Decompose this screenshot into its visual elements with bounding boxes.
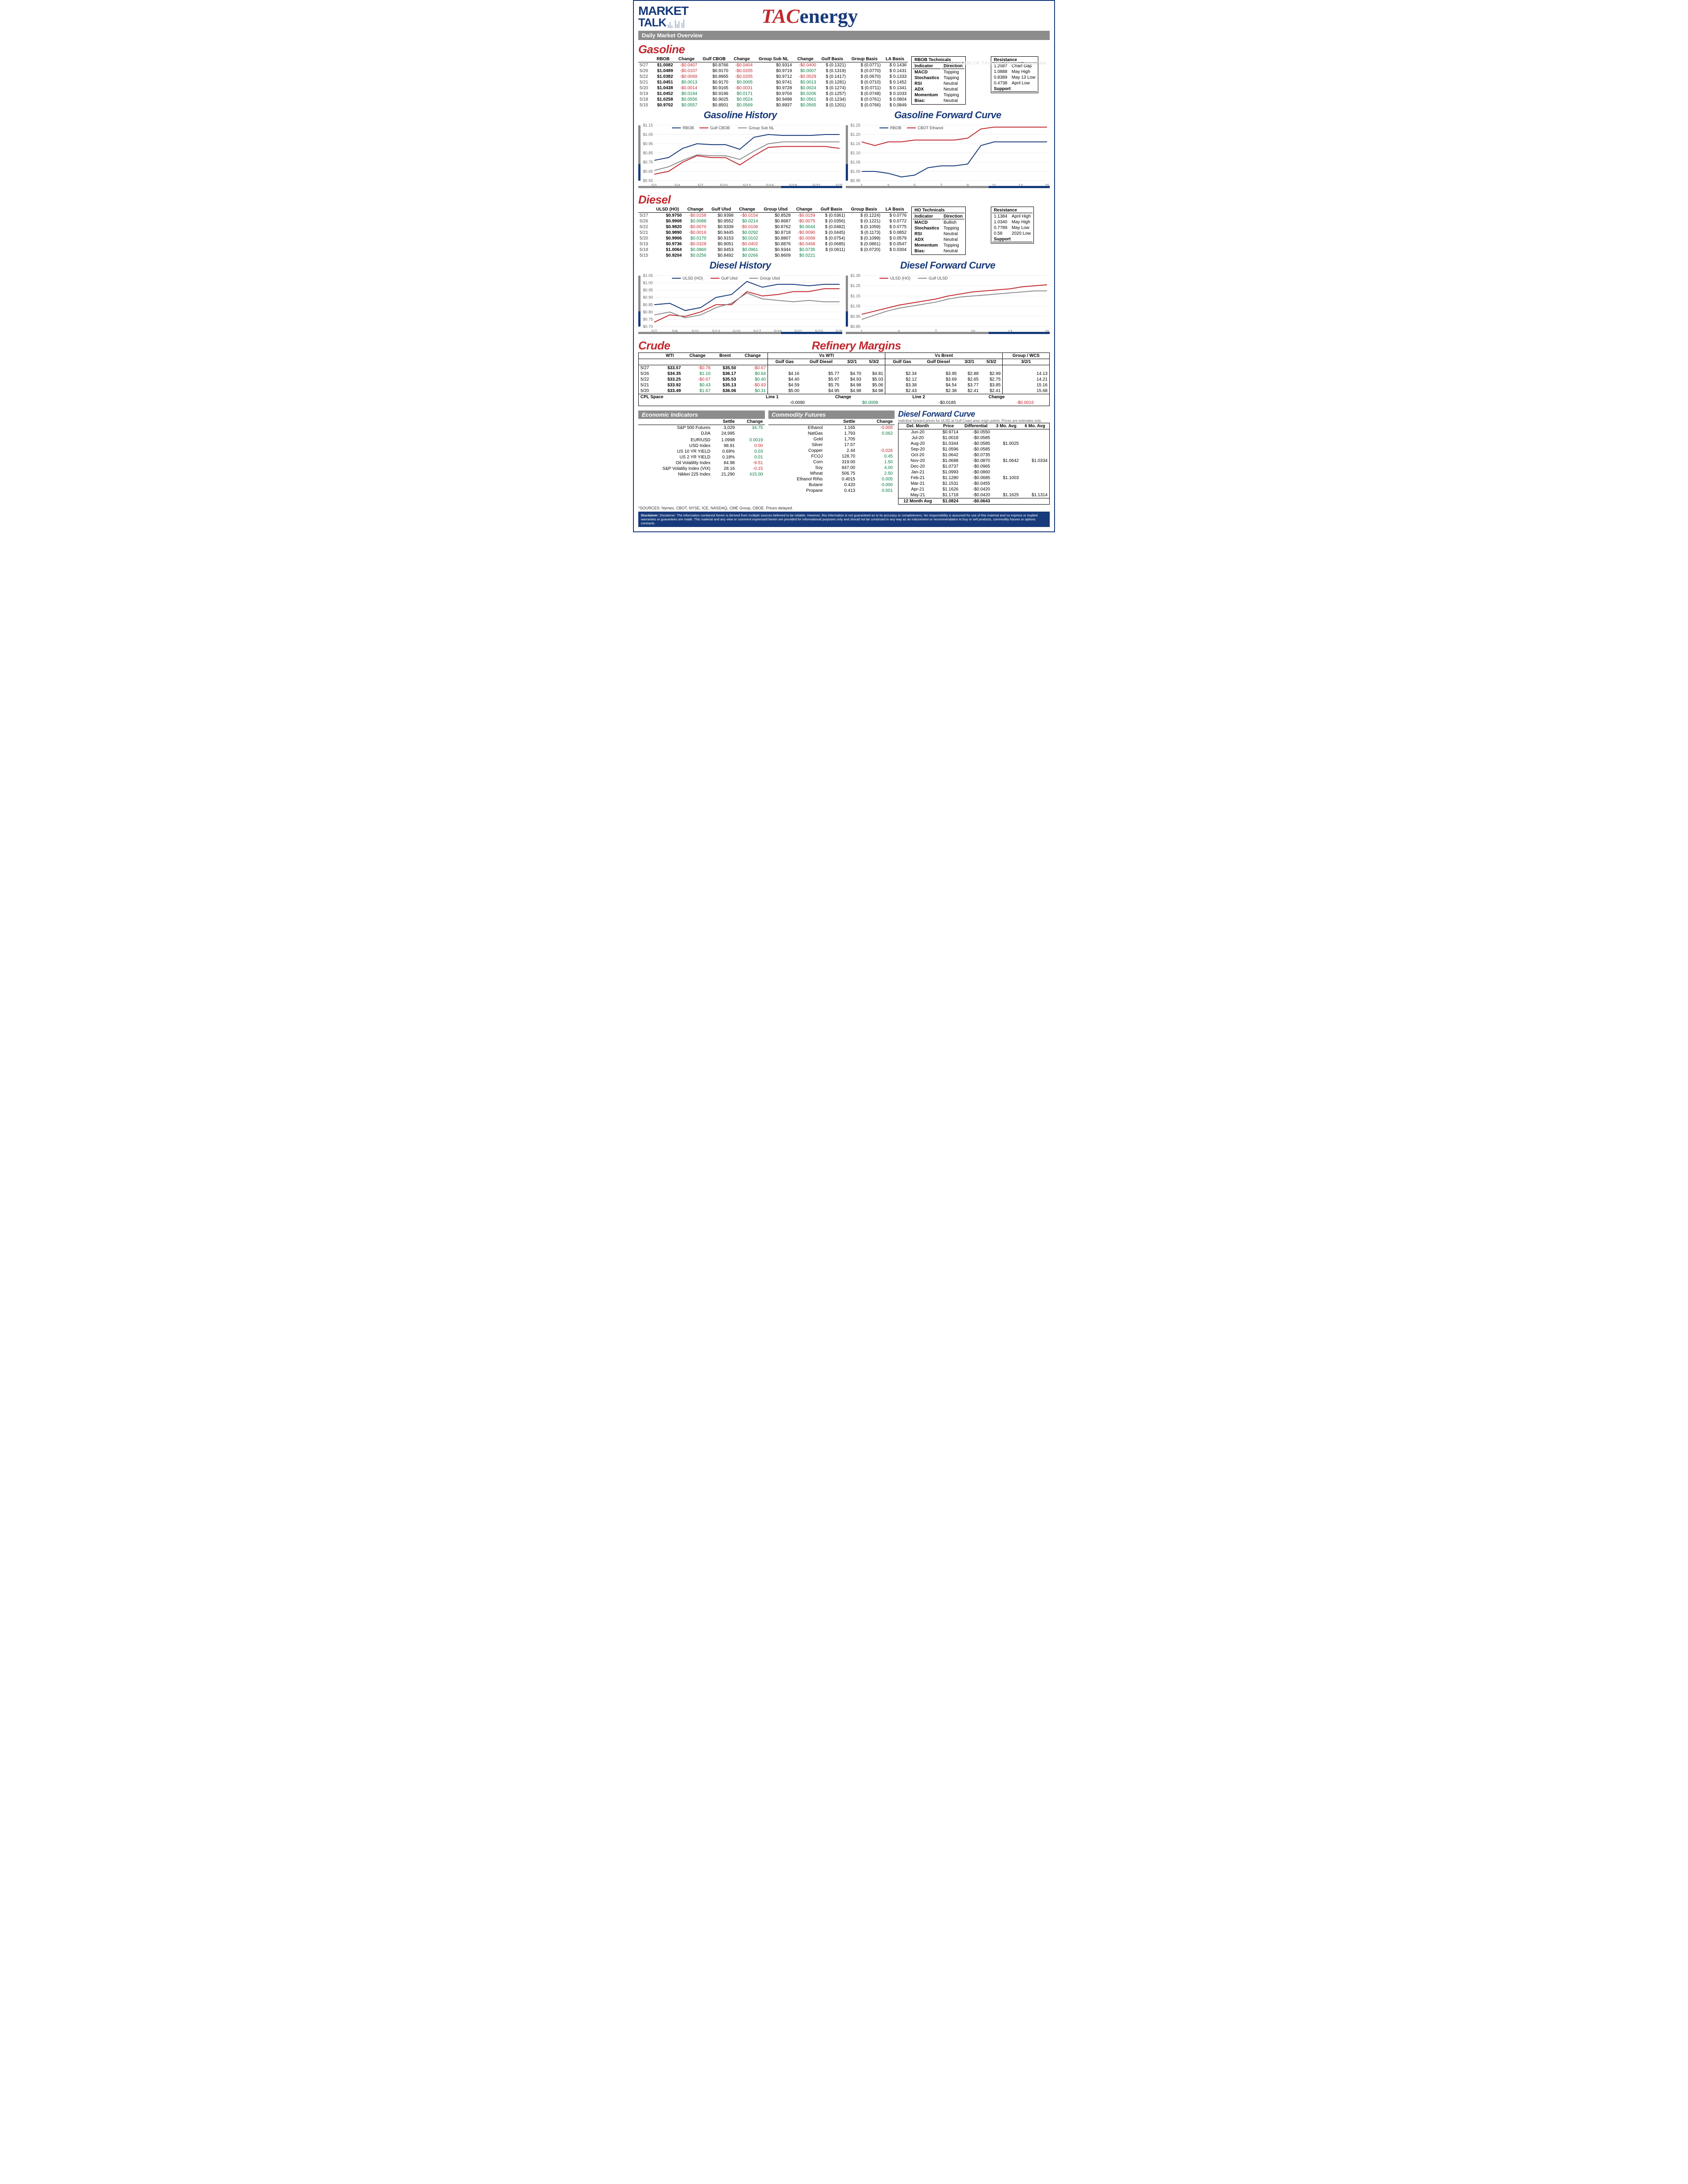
svg-text:$0.85: $0.85 — [851, 324, 861, 329]
logo-talk: TALK — [638, 16, 666, 29]
dfc2-note: Indicitive forward prices for ULSD at Gu… — [898, 419, 1050, 423]
svg-text:$0.65: $0.65 — [643, 169, 653, 174]
gas-fwd-chart: $0.95$1.00$1.05$1.10$1.15$1.20$1.2513579… — [846, 121, 1050, 192]
svg-text:CBOT Ethanol: CBOT Ethanol — [917, 126, 943, 130]
tac-logo: TACenergy — [761, 4, 858, 28]
svg-text:$0.75: $0.75 — [643, 160, 653, 164]
sources: *SOURCES: Nymex, CBOT, NYSE, ICE, NASDAQ… — [638, 506, 1050, 510]
svg-text:$1.15: $1.15 — [851, 294, 861, 298]
refm-title: Refinery Margins — [812, 339, 1050, 352]
svg-text:$0.70: $0.70 — [643, 324, 653, 329]
dsl-history-title: Diesel History — [638, 260, 842, 271]
diesel-row: ULSD (HO)ChangeGulf UlsdChangeGroup Ulsd… — [638, 207, 1050, 258]
header: MARKET TALK TACenergy Daily Market Overv… — [638, 3, 1050, 41]
svg-text:$0.95: $0.95 — [643, 288, 653, 292]
tac-red: TAC — [761, 5, 800, 27]
svg-text:Group Ulsd: Group Ulsd — [760, 276, 780, 280]
daily-market-overview-bar: Daily Market Overview A DIVISION OF TAC … — [638, 31, 1050, 40]
comf-table: SettleChange Ethanol1.165-0.005NatGas1.7… — [768, 419, 895, 494]
svg-text:RBOB: RBOB — [683, 126, 694, 130]
cpl-table: CPL Space Line 1 Change Line 2 Change -0… — [638, 394, 1050, 406]
division-text: A DIVISION OF TAC The Arnold Companies — [946, 61, 1046, 66]
dsl-history-chart: $0.70 $0.75 $0.80 $0.85 $0.90 $0.95 $1.00 $1.05… — [638, 271, 842, 338]
svg-text:$1.20: $1.20 — [851, 132, 861, 137]
gas-history-chart: $0.55$0.65$0.75$0.85$0.95$1.05$1.155/15/… — [638, 121, 842, 192]
gas-history-title: Gasoline History — [638, 109, 842, 121]
diesel-table: ULSD (HO)ChangeGulf UlsdChangeGroup Ulsd… — [638, 207, 908, 258]
svg-text:$1.25: $1.25 — [851, 283, 861, 288]
tac-blue: energy — [800, 5, 858, 27]
svg-text:$0.55: $0.55 — [643, 178, 653, 183]
ho-resistance: Resistance 1.1384April High1.0340May Hig… — [991, 207, 1034, 243]
svg-text:$0.75: $0.75 — [643, 317, 653, 321]
svg-text:$0.80: $0.80 — [643, 310, 653, 314]
svg-text:$1.05: $1.05 — [851, 304, 861, 309]
crude-ref-titles: Crude Refinery Margins — [638, 338, 1050, 352]
svg-text:Gulf Ulsd: Gulf Ulsd — [721, 276, 738, 280]
svg-text:$0.95: $0.95 — [851, 314, 861, 319]
gasoline-title: Gasoline — [638, 43, 1050, 56]
comf-header: Commodity Futures — [768, 411, 895, 419]
svg-text:$1.15: $1.15 — [851, 142, 861, 146]
dsl-fwd-title: Diesel Forward Curve — [846, 260, 1050, 271]
gasoline-charts-row: Gasoline History $0.55 $0.65 $0.75 $0.85 $0.… — [638, 108, 1050, 192]
svg-text:RBOB: RBOB — [890, 126, 902, 130]
crude-title: Crude — [638, 339, 808, 352]
crude-refinery-table: WTI Change Brent Change Vs WTI Vs Brent … — [638, 352, 1050, 394]
logo-bars — [667, 19, 684, 29]
svg-text:$0.95: $0.95 — [851, 178, 861, 183]
dsl-fwd-chart: $0.85$0.95$1.05$1.15$1.25$1.35147101316U… — [846, 271, 1050, 338]
svg-text:$1.05: $1.05 — [851, 160, 861, 164]
bottom-row: Economic Indicators SettleChange S&P 500… — [638, 408, 1050, 505]
ho-technicals: HO Technicals IndicatorDirectionMACDBull… — [911, 207, 965, 255]
disclaimer: Disclaimer: Disclaimer: The information … — [638, 512, 1050, 527]
svg-text:Gulf CBOB: Gulf CBOB — [710, 126, 730, 130]
svg-text:$1.10: $1.10 — [851, 151, 861, 155]
svg-text:$1.00: $1.00 — [851, 169, 861, 174]
svg-text:$0.90: $0.90 — [643, 295, 653, 300]
svg-text:$1.05: $1.05 — [643, 132, 653, 137]
dfc2-title: Diesel Forward Curve — [898, 410, 1050, 419]
svg-text:$0.95: $0.95 — [643, 142, 653, 146]
svg-text:Group Sub NL: Group Sub NL — [749, 126, 774, 130]
dfc2-table: Del. MonthPriceDifferential3 Mo. Avg6 Mo… — [898, 423, 1050, 505]
svg-text:$1.00: $1.00 — [643, 281, 653, 285]
diesel-charts-row: Diesel History $0.70 $0.75 $0.80 $0.85 $0.90… — [638, 258, 1050, 338]
svg-text:$1.15: $1.15 — [643, 123, 653, 127]
gasoline-table: RBOBChangeGulf CBOBChangeGroup Sub NLCha… — [638, 56, 908, 108]
econ-header: Economic Indicators — [638, 411, 765, 419]
svg-text:Gulf ULSD: Gulf ULSD — [929, 276, 948, 280]
svg-text:$1.35: $1.35 — [851, 273, 861, 278]
svg-text:$1.05: $1.05 — [643, 273, 653, 278]
svg-text:ULSD (HO): ULSD (HO) — [683, 276, 703, 280]
svg-text:$0.85: $0.85 — [643, 151, 653, 155]
svg-text:$0.85: $0.85 — [643, 302, 653, 307]
gas-fwd-title: Gasoline Forward Curve — [846, 109, 1050, 121]
diesel-title: Diesel — [638, 193, 1050, 207]
page: MARKET TALK TACenergy Daily Market Overv… — [633, 0, 1055, 532]
econ-table: SettleChange S&P 500 Futures3,02934.75DJ… — [638, 419, 765, 477]
svg-text:ULSD (HO): ULSD (HO) — [890, 276, 910, 280]
logo-market: MARKET — [638, 6, 688, 16]
svg-text:$1.25: $1.25 — [851, 123, 861, 127]
market-talk-logo: MARKET TALK — [638, 6, 688, 29]
